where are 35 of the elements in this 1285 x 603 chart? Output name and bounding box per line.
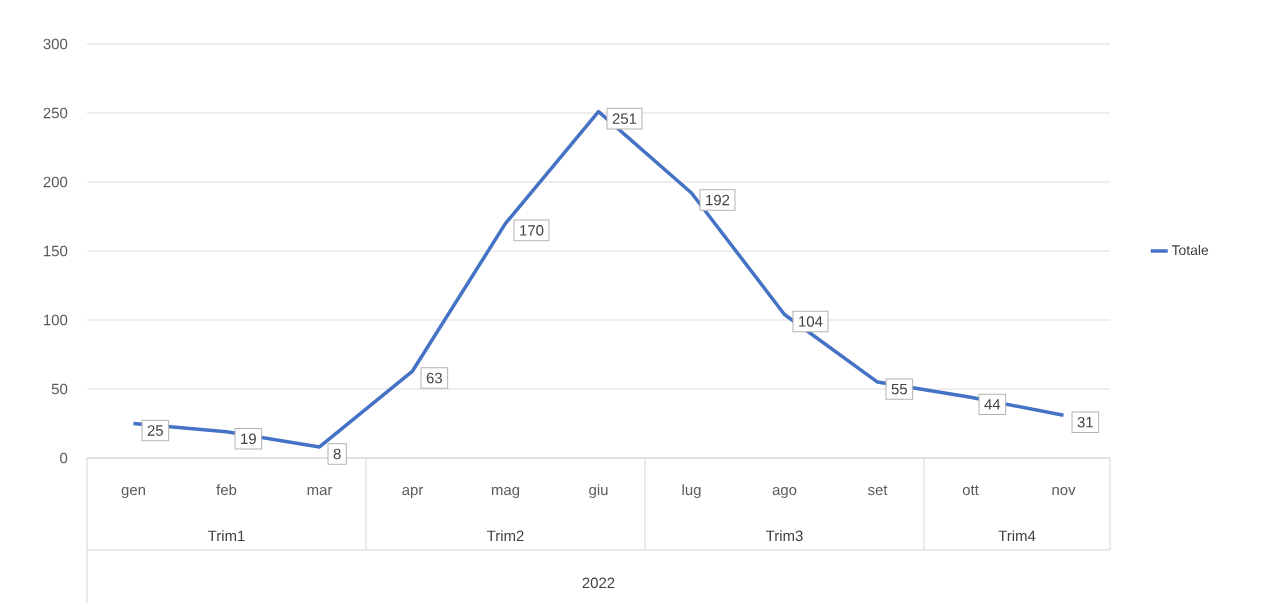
y-tick-label: 150 [44, 245, 68, 257]
text: Trim4 [998, 529, 1036, 541]
data-label: 8 [333, 448, 341, 460]
y-tick-label: 250 [43, 107, 68, 119]
x-tick-label: gen [121, 486, 145, 498]
x-tick-label: mar [307, 486, 333, 495]
x-tick-label: mag [491, 486, 520, 498]
data-label: 25 [147, 425, 163, 436]
x-tick-label: apr [402, 486, 424, 498]
x-tick-label: giu [589, 483, 608, 498]
data-label: 192 [706, 194, 730, 206]
y-tick-label: 200 [43, 176, 68, 188]
text: Trim3 [766, 529, 803, 541]
text: Trim1 [208, 529, 245, 541]
data-label: 63 [426, 372, 442, 384]
text: Trim2 [487, 529, 524, 541]
x-tick-label: lug [682, 483, 701, 498]
legend-label: Totale [1171, 244, 1209, 255]
data-label: 31 [1077, 416, 1093, 428]
data-label: 55 [891, 383, 908, 395]
x-tick-label: ott [962, 485, 979, 495]
y-tick-label: 0 [60, 452, 68, 464]
data-label: 44 [984, 398, 1001, 410]
y-tick-label: 300 [43, 38, 68, 50]
x-tick-label: set [867, 485, 888, 495]
x-tick-label: feb [216, 483, 237, 495]
data-label: 170 [520, 224, 544, 236]
x-tick-label: ago [772, 486, 797, 498]
text: 2022 [582, 577, 615, 588]
x-tick-label: nov [1052, 486, 1076, 495]
y-tick-label: 100 [44, 314, 68, 326]
y-tick-label: 50 [51, 383, 68, 395]
data-label: 19 [241, 433, 256, 444]
data-label: 104 [799, 315, 823, 327]
data-label: 251 [612, 113, 637, 124]
